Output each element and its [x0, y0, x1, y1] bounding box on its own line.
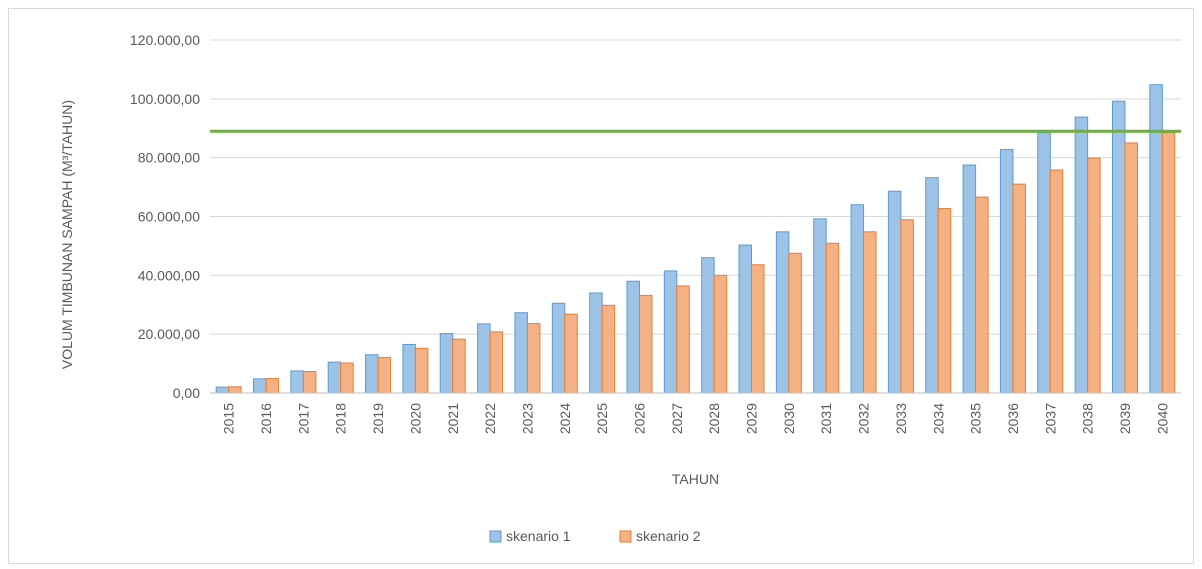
gridlines	[210, 39, 1181, 335]
x-tick-label: 2015	[221, 403, 237, 434]
legend: skenario 1 skenario 2	[489, 528, 701, 544]
bar-skenario-1-2023	[514, 312, 528, 394]
bar-skenario-2-2016	[265, 378, 280, 394]
x-tick-label: 2023	[519, 403, 535, 434]
x-tick-label: 2038	[1080, 403, 1096, 434]
bar-skenario-1-2031	[813, 218, 827, 394]
x-tick-label: 2016	[258, 403, 274, 434]
x-tick-label: 2030	[781, 403, 797, 434]
bar-skenario-2-2017	[302, 371, 317, 394]
x-tick-label: 2021	[445, 403, 461, 434]
bar-skenario-2-2035	[975, 196, 989, 394]
bar-skenario-1-2021	[439, 333, 454, 394]
x-tick-label: 2022	[482, 403, 498, 434]
bar-skenario-2-2036	[1012, 183, 1026, 394]
y-axis-title: VOLUM TIMBUNAN SAMPAH (M³/TAHUN)	[59, 100, 75, 369]
x-tick-label: 2037	[1042, 403, 1058, 434]
bar-skenario-1-2015	[215, 386, 230, 394]
bar-skenario-1-2016	[253, 378, 267, 394]
bar-skenario-1-2022	[477, 323, 491, 394]
x-tick-label: 2039	[1117, 403, 1133, 434]
y-axis-ticks: 0,00 20.000,00 40.000,00 60.000,00 80.000,00…	[130, 32, 200, 401]
x-tick-label: 2017	[295, 403, 311, 434]
bar-skenario-2-2027	[676, 285, 690, 394]
legend-swatch	[619, 530, 632, 543]
y-tick-label: 0,00	[173, 385, 200, 401]
bar-skenario-2-2015	[228, 386, 242, 394]
x-tick-label: 2027	[669, 403, 685, 434]
bar-skenario-1-2025	[589, 292, 603, 394]
x-tick-label: 2029	[744, 403, 760, 434]
bar-skenario-2-2034	[937, 208, 952, 394]
bar-skenario-2-2018	[340, 362, 354, 394]
x-tick-label: 2033	[893, 403, 909, 434]
x-tick-label: 2019	[370, 403, 386, 434]
x-tick-label: 2028	[706, 403, 722, 434]
bar-skenario-1-2035	[962, 164, 977, 394]
bar-skenario-2-2030	[788, 252, 802, 394]
legend-item-skenario-2: skenario 2	[619, 528, 701, 544]
x-tick-label: 2032	[856, 403, 872, 434]
y-tick-label: 100.000,00	[130, 91, 200, 107]
bar-skenario-1-2017	[290, 370, 304, 394]
bar-skenario-2-2032	[863, 231, 877, 394]
bar-skenario-2-2033	[900, 219, 914, 394]
bar-skenario-2-2039	[1124, 142, 1138, 394]
x-tick-label: 2031	[818, 403, 834, 434]
bar-skenario-2-2025	[601, 304, 616, 394]
bar-skenario-1-2032	[850, 204, 865, 394]
bar-skenario-1-2027	[663, 270, 678, 394]
bar-skenario-2-2026	[638, 294, 653, 394]
x-tick-label: 2020	[407, 403, 423, 434]
bar-skenario-1-2038	[1074, 116, 1089, 394]
x-axis-ticks: 2015 2016 2017 2018 2019 2020 2021 2022 2023 2024…	[221, 403, 1171, 434]
bar-skenario-1-2028	[701, 257, 715, 394]
x-axis-title: TAHUN	[672, 471, 719, 487]
bar-skenario-2-2020	[414, 347, 429, 394]
y-tick-label: 80.000,00	[138, 150, 200, 166]
bar-skenario-1-2019	[365, 354, 379, 394]
bar-skenario-1-2020	[402, 343, 416, 394]
bar-skenario-2-2040	[1161, 132, 1176, 394]
bar-skenario-2-2037	[1049, 169, 1064, 394]
legend-swatch	[489, 530, 502, 543]
bar-skenario-1-2026	[626, 280, 640, 394]
bar-skenario-2-2019	[377, 356, 392, 394]
y-tick-label: 20.000,00	[138, 326, 200, 342]
x-tick-label: 2026	[631, 403, 647, 434]
legend-label: skenario 2	[636, 528, 701, 544]
x-tick-label: 2034	[930, 403, 946, 434]
bar-skenario-2-2038	[1087, 157, 1101, 394]
bar-skenario-2-2021	[452, 338, 466, 394]
bar-skenario-1-2037	[1037, 132, 1051, 394]
bar-skenario-2-2031	[825, 242, 840, 394]
bar-skenario-1-2036	[999, 148, 1014, 394]
x-tick-label: 2018	[333, 403, 349, 434]
bar-skenario-2-2023	[526, 323, 541, 394]
x-tick-label: 2040	[1154, 403, 1170, 434]
bar-skenario-2-2029	[751, 264, 765, 394]
bar-chart: 0,00 20.000,00 40.000,00 60.000,00 80.000,00…	[59, 32, 1181, 544]
bar-skenario-1-2030	[775, 231, 790, 394]
y-tick-label: 120.000,00	[130, 32, 200, 48]
bar-skenario-1-2039	[1111, 100, 1126, 394]
x-tick-label: 2036	[1005, 403, 1021, 434]
bar-skenario-1-2034	[925, 177, 939, 394]
y-tick-label: 60.000,00	[138, 209, 200, 225]
bar-skenario-2-2024	[564, 313, 578, 394]
bar-skenario-1-2029	[738, 244, 753, 394]
legend-item-skenario-1: skenario 1	[489, 528, 571, 544]
bar-skenario-2-2028	[713, 274, 728, 394]
x-tick-label: 2024	[557, 403, 573, 434]
bar-skenario-1-2024	[551, 302, 566, 394]
x-tick-label: 2025	[594, 403, 610, 434]
x-tick-label: 2035	[968, 403, 984, 434]
legend-label: skenario 1	[506, 528, 571, 544]
bar-skenario-2-2022	[489, 331, 504, 394]
bar-skenario-1-2018	[327, 361, 342, 394]
y-tick-label: 40.000,00	[138, 267, 200, 283]
bar-skenario-1-2033	[887, 190, 902, 394]
chart-frame: 0,00 20.000,00 40.000,00 60.000,00 80.000,00…	[8, 8, 1194, 564]
